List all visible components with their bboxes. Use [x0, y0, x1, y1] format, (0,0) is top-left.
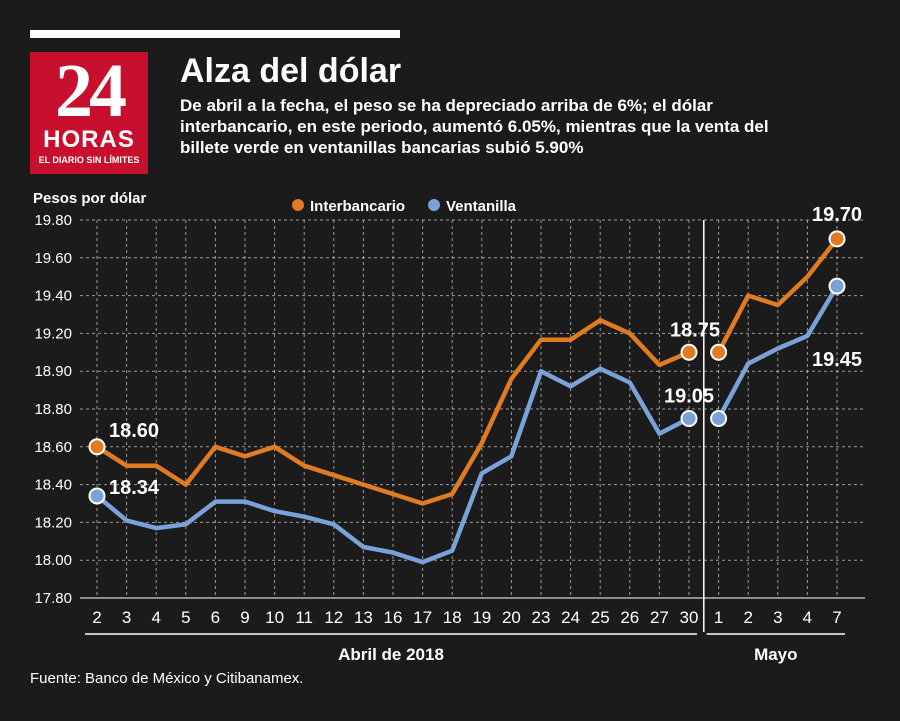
brand-logo: 24 HORAS EL DIARIO SIN LÍMITES — [30, 52, 148, 174]
chart-subtitle: De abril a la fecha, el peso se ha depre… — [180, 96, 769, 157]
series-line-ventanilla — [716, 283, 840, 421]
x-tick-label: 12 — [324, 608, 343, 627]
y-tick-label: 19.60 — [34, 250, 72, 267]
x-tick-label: 9 — [240, 608, 249, 627]
data-label: 19.05 — [664, 385, 714, 407]
y-axis-label: Pesos por dólar — [33, 190, 147, 207]
x-tick-label: 11 — [295, 608, 313, 627]
month-label: Mayo — [754, 645, 797, 664]
x-tick-label: 4 — [151, 608, 160, 627]
data-point-marker — [88, 438, 106, 456]
logo-number: 24 — [55, 49, 127, 133]
data-label: 18.34 — [109, 477, 160, 499]
y-tick-label: 17.80 — [34, 590, 72, 607]
x-tick-label: 1 — [714, 608, 723, 627]
x-tick-label: 13 — [354, 608, 373, 627]
legend-swatch — [428, 199, 440, 211]
x-tick-label: 4 — [803, 608, 812, 627]
series-line-interbancario — [716, 236, 840, 355]
data-label: 19.45 — [812, 349, 862, 371]
x-tick-label: 3 — [122, 608, 131, 627]
x-tick-label: 5 — [181, 608, 190, 627]
logo-word: HORAS — [43, 126, 135, 153]
source-note: Fuente: Banco de México y Citibanamex. — [30, 670, 304, 687]
y-tick-label: 18.00 — [34, 552, 72, 569]
legend-label: Interbancario — [310, 198, 405, 215]
x-tick-label: 10 — [265, 608, 284, 627]
data-label: 19.70 — [812, 204, 862, 226]
data-point-marker — [828, 230, 846, 248]
data-point-marker — [88, 487, 106, 505]
y-tick-label: 19.80 — [34, 212, 72, 229]
legend-label: Ventanilla — [446, 198, 517, 215]
data-label: 18.60 — [109, 420, 159, 442]
x-tick-label: 3 — [773, 608, 782, 627]
y-tick-label: 18.60 — [34, 439, 72, 456]
top-rule — [30, 30, 400, 38]
legend-swatch — [292, 199, 304, 211]
y-tick-label: 19.40 — [34, 288, 72, 305]
data-label: 18.75 — [670, 319, 720, 341]
y-tick-label: 18.80 — [34, 401, 72, 418]
x-tick-label: 7 — [832, 608, 841, 627]
x-tick-label: 25 — [591, 608, 610, 627]
chart-title: Alza del dólar — [180, 52, 402, 90]
x-tick-label: 27 — [650, 608, 669, 627]
x-tick-label: 26 — [620, 608, 639, 627]
x-tick-label: 6 — [211, 608, 220, 627]
data-point-marker — [680, 409, 698, 427]
logo-tagline: EL DIARIO SIN LÍMITES — [38, 155, 140, 165]
x-tick-label: 18 — [443, 608, 462, 627]
series-line-ventanilla — [94, 366, 692, 565]
x-tick-label: 17 — [413, 608, 432, 627]
y-tick-label: 18.90 — [34, 363, 72, 380]
x-tick-label: 2 — [743, 608, 752, 627]
x-tick-label: 16 — [384, 608, 403, 627]
x-tick-label: 23 — [532, 608, 551, 627]
x-tick-label: 19 — [472, 608, 491, 627]
series-line-interbancario — [94, 317, 692, 506]
data-point-marker — [680, 343, 698, 361]
data-point-marker — [828, 277, 846, 295]
y-tick-label: 18.20 — [34, 514, 72, 531]
x-tick-label: 24 — [561, 608, 580, 627]
x-tick-label: 20 — [502, 608, 521, 627]
data-point-marker — [710, 409, 728, 427]
y-tick-label: 19.20 — [34, 325, 72, 342]
y-tick-label: 18.40 — [34, 477, 72, 494]
x-tick-label: 2 — [92, 608, 101, 627]
x-tick-label: 30 — [680, 608, 699, 627]
data-point-marker — [710, 343, 728, 361]
month-label: Abril de 2018 — [338, 645, 444, 664]
